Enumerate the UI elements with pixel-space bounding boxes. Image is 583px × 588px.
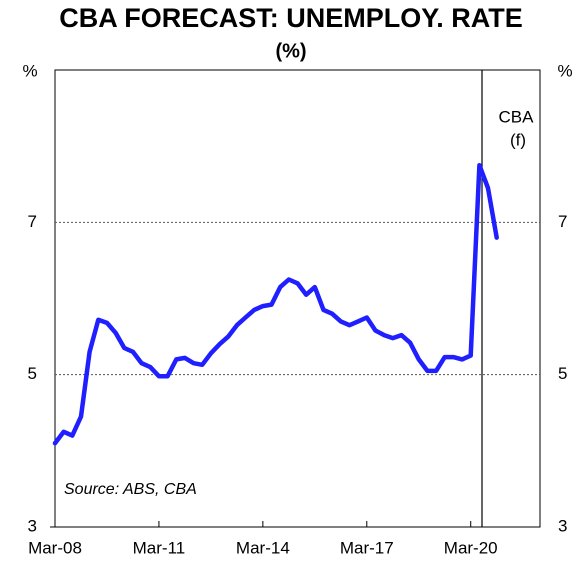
y-tick-label: 7	[28, 212, 37, 231]
y2-tick-label: 5	[558, 364, 567, 383]
data-line	[52, 162, 499, 446]
source-note: Source: ABS, CBA	[64, 481, 197, 498]
annotation: CBA	[499, 107, 535, 126]
y-tick-label: 5	[28, 364, 37, 383]
y-tick-label: 3	[28, 516, 37, 535]
x-tick-label: Mar-11	[133, 538, 186, 557]
y2-axis-label: %	[557, 61, 572, 80]
chart-title: CBA FORECAST: UNEMPLOY. RATE	[59, 3, 523, 33]
annotation: (f)	[510, 130, 526, 149]
plot-frame	[54, 69, 541, 528]
x-tick-label: Mar-20	[444, 538, 498, 557]
y-axis-label: %	[22, 61, 37, 80]
y2-tick-label: 7	[558, 212, 567, 231]
y2-tick-label: 3	[558, 516, 567, 535]
x-tick-label: Mar-08	[28, 538, 82, 557]
x-tick-label: Mar-14	[236, 538, 290, 557]
x-tick-label: Mar-17	[340, 538, 394, 557]
chart-subtitle: (%)	[275, 40, 306, 62]
